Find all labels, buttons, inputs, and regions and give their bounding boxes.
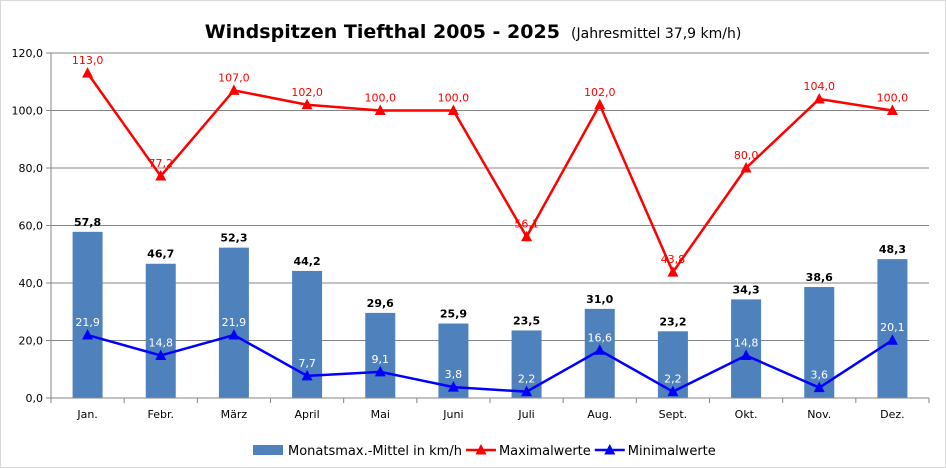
y-tick-label: 60,0 bbox=[19, 220, 44, 233]
triangle-marker bbox=[155, 349, 167, 360]
bar bbox=[365, 312, 396, 398]
x-tick-label: März bbox=[221, 408, 248, 421]
bar-data-label: 38,6 bbox=[806, 271, 833, 284]
triangle-marker bbox=[374, 365, 386, 377]
y-tick-label: 0,0 bbox=[26, 392, 44, 405]
triangle-marker bbox=[740, 162, 752, 173]
y-tick-label: 80,0 bbox=[19, 162, 44, 175]
triangle-marker bbox=[228, 329, 240, 340]
line-data-label: 43,8 bbox=[661, 253, 686, 266]
x-tick-label: Mai bbox=[371, 408, 390, 421]
y-tick-label: 100,0 bbox=[12, 105, 44, 118]
x-tick-label: Juni bbox=[442, 408, 463, 421]
line-data-label: 77,2 bbox=[149, 157, 174, 170]
bar bbox=[72, 231, 103, 398]
bar-data-label: 52,3 bbox=[220, 232, 247, 245]
line-data-label: 14,8 bbox=[149, 336, 174, 349]
bar bbox=[731, 299, 762, 398]
x-tick-label: Aug. bbox=[587, 408, 612, 421]
line-data-label: 3,8 bbox=[445, 368, 463, 381]
bar-data-label: 57,8 bbox=[74, 216, 101, 229]
line-data-label: 7,7 bbox=[298, 357, 316, 370]
triangle-marker bbox=[301, 369, 313, 381]
bar bbox=[804, 287, 835, 398]
legend-marker bbox=[475, 444, 487, 455]
x-tick-label: Nov. bbox=[807, 408, 831, 421]
triangle-marker bbox=[82, 329, 94, 340]
y-tick-label: 120,0 bbox=[12, 47, 44, 60]
line-data-label: 80,0 bbox=[734, 149, 759, 162]
line-data-label: 104,0 bbox=[804, 80, 836, 93]
bar-data-label: 25,9 bbox=[440, 308, 467, 321]
x-tick-label: April bbox=[295, 408, 320, 421]
line-data-label: 2,2 bbox=[518, 373, 536, 386]
triangle-marker bbox=[886, 334, 898, 345]
bar-data-label: 34,3 bbox=[733, 283, 760, 296]
x-tick-label: Juli bbox=[517, 408, 534, 421]
triangle-marker bbox=[521, 230, 533, 242]
bar bbox=[145, 263, 176, 398]
line-data-label: 56,1 bbox=[514, 218, 539, 231]
y-tick-label: 40,0 bbox=[19, 277, 44, 290]
legend-swatch-bar bbox=[253, 445, 283, 455]
chart-title: Windspitzen Tiefthal 2005 - 2025 bbox=[205, 21, 560, 43]
bar-data-label: 44,2 bbox=[294, 255, 321, 268]
line-data-label: 14,8 bbox=[734, 336, 759, 349]
bar-data-label: 29,6 bbox=[367, 297, 394, 310]
bar-data-label: 23,2 bbox=[659, 315, 686, 328]
line-data-label: 21,9 bbox=[75, 316, 100, 329]
triangle-marker bbox=[740, 349, 752, 360]
triangle-marker bbox=[301, 98, 313, 110]
legend-marker bbox=[604, 444, 616, 455]
line-data-label: 16,6 bbox=[588, 331, 613, 344]
y-tick-label: 20,0 bbox=[19, 335, 44, 348]
triangle-marker bbox=[447, 381, 459, 392]
series-line-maximalwerte bbox=[86, 72, 893, 275]
triangle-marker bbox=[667, 385, 679, 397]
line-data-label: 100,0 bbox=[877, 92, 909, 105]
line-data-label: 3,6 bbox=[811, 369, 829, 382]
line-data-label: 102,0 bbox=[291, 86, 323, 99]
chart-title-group: Windspitzen Tiefthal 2005 - 2025 (Jahres… bbox=[205, 21, 742, 43]
triangle-marker bbox=[813, 93, 825, 104]
line-data-label: 9,1 bbox=[372, 353, 390, 366]
triangle-marker bbox=[82, 67, 94, 78]
bar bbox=[218, 247, 249, 398]
line-data-label: 2,2 bbox=[664, 373, 682, 386]
bar bbox=[877, 259, 908, 398]
bar-data-label: 23,5 bbox=[513, 314, 540, 327]
line-data-label: 21,9 bbox=[222, 316, 247, 329]
triangle-marker bbox=[813, 381, 825, 393]
triangle-marker bbox=[594, 344, 606, 355]
line-data-label: 113,0 bbox=[72, 54, 104, 67]
x-tick-label: Okt. bbox=[735, 408, 758, 421]
legend-label: Maximalwerte bbox=[499, 444, 591, 459]
triangle-marker bbox=[447, 104, 459, 115]
x-tick-label: Febr. bbox=[148, 408, 175, 421]
x-tick-label: Dez. bbox=[880, 408, 905, 421]
line-data-label: 107,0 bbox=[218, 71, 250, 84]
triangle-marker bbox=[374, 104, 386, 115]
line-data-label: 100,0 bbox=[438, 92, 470, 105]
line-data-label: 20,1 bbox=[880, 321, 905, 334]
legend-label: Minimalwerte bbox=[628, 444, 716, 459]
triangle-marker bbox=[667, 266, 679, 277]
triangle-marker bbox=[155, 170, 167, 181]
x-tick-label: Jan. bbox=[76, 408, 97, 421]
triangle-marker bbox=[594, 98, 606, 110]
line-data-label: 100,0 bbox=[365, 92, 397, 105]
line-data-label: 102,0 bbox=[584, 86, 616, 99]
bar-data-label: 48,3 bbox=[879, 243, 906, 256]
bar-data-label: 46,7 bbox=[147, 248, 174, 261]
chart-subtitle: (Jahresmittel 37,9 km/h) bbox=[571, 26, 741, 42]
series-line-minimalwerte bbox=[87, 333, 894, 394]
triangle-marker bbox=[228, 84, 240, 95]
x-tick-label: Sept. bbox=[659, 408, 688, 421]
triangle-marker bbox=[521, 385, 533, 397]
triangle-marker bbox=[886, 104, 898, 115]
bar-data-label: 31,0 bbox=[586, 293, 613, 306]
legend-label: Monatsmax.-Mittel in km/h bbox=[288, 444, 462, 459]
